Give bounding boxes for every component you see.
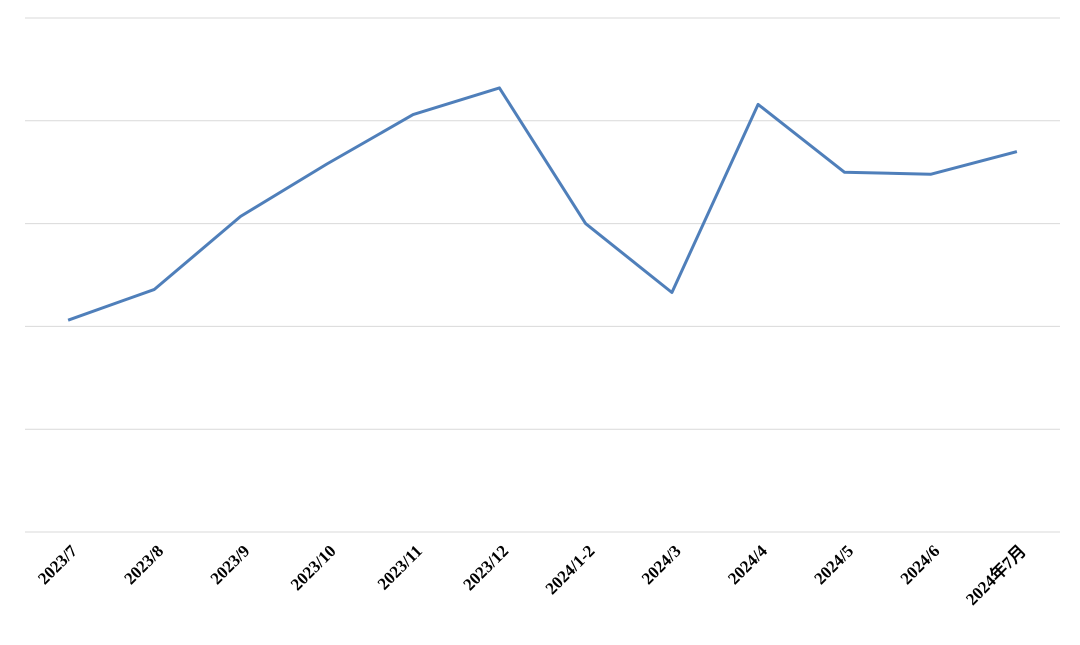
x-tick-label: 2024/5 — [810, 541, 857, 588]
x-tick-label: 2023/7 — [34, 541, 81, 588]
x-tick-label: 2023/10 — [287, 541, 340, 594]
x-tick-label: 2023/12 — [459, 541, 512, 594]
x-tick-label: 2024/1-2 — [542, 541, 599, 598]
x-tick-label: 2023/8 — [120, 541, 167, 588]
x-tick-label: 2023/9 — [207, 541, 254, 588]
x-tick-label: 2024年7月 — [961, 541, 1029, 609]
x-tick-label: 2023/11 — [374, 541, 426, 593]
x-tick-label: 2024/3 — [638, 541, 685, 588]
x-tick-label: 2024/4 — [724, 541, 771, 588]
x-tick-label: 2024/6 — [897, 541, 944, 588]
data-line — [67, 86, 1018, 322]
